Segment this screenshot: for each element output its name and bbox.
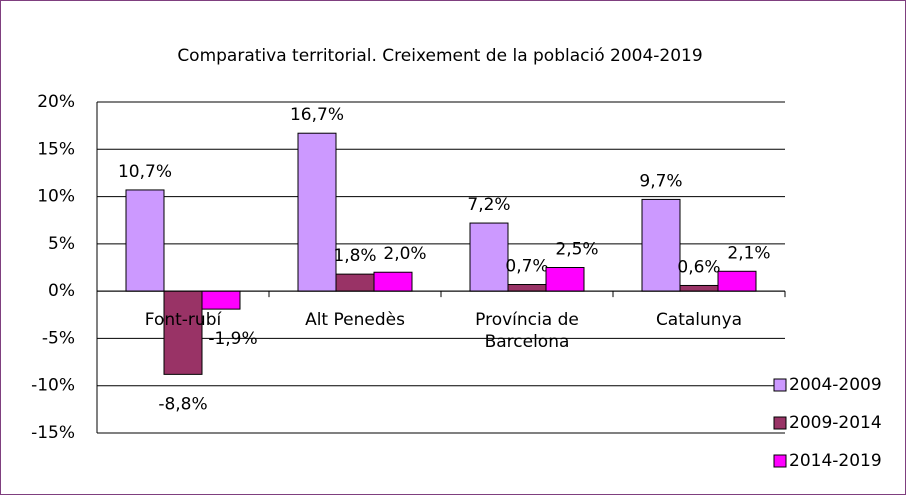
- bar: [163, 290, 203, 375]
- y-tick-label: -15%: [31, 423, 75, 443]
- value-label: 2,0%: [383, 244, 426, 264]
- y-tick-label: -5%: [42, 328, 75, 348]
- legend-label: 2009-2014: [789, 413, 882, 433]
- x-tick-label: Alt Penedès: [305, 310, 405, 331]
- value-label: 16,7%: [290, 105, 344, 125]
- bar: [373, 271, 413, 292]
- value-label: 0,6%: [677, 257, 720, 277]
- y-tick-label: -10%: [31, 376, 75, 396]
- legend-swatch: [773, 416, 787, 430]
- y-tick-label: 10%: [37, 187, 75, 207]
- bar: [717, 270, 757, 292]
- x-tick-label: Font-rubí: [144, 310, 222, 331]
- value-label: 2,1%: [727, 243, 770, 263]
- y-tick-label: 0%: [48, 281, 75, 301]
- legend-label: 2004-2009: [789, 375, 882, 395]
- legend-swatch: [773, 454, 787, 468]
- value-label: 7,2%: [467, 195, 510, 215]
- bar: [545, 267, 585, 292]
- value-label: -1,9%: [208, 329, 257, 349]
- y-tick-label: 20%: [37, 92, 75, 112]
- bar: [125, 189, 165, 292]
- bar: [469, 222, 509, 292]
- bar: [335, 273, 375, 292]
- legend-swatch: [773, 378, 787, 392]
- value-label: -8,8%: [158, 394, 207, 414]
- bar: [507, 284, 547, 292]
- value-label: 1,8%: [333, 246, 376, 266]
- x-tick-label: Catalunya: [655, 310, 743, 331]
- y-tick-label: 15%: [37, 139, 75, 159]
- legend-label: 2014-2019: [789, 451, 882, 471]
- y-tick-label: 5%: [48, 234, 75, 254]
- bar: [679, 284, 719, 292]
- value-label: 9,7%: [639, 171, 682, 191]
- bar: [297, 132, 337, 292]
- value-label: 2,5%: [555, 240, 598, 260]
- bar: [641, 198, 681, 292]
- x-tick-label: Província de Barcelona: [475, 310, 579, 353]
- value-label: 10,7%: [118, 162, 172, 182]
- bar: [201, 290, 241, 310]
- value-label: 0,7%: [505, 257, 548, 277]
- chart-title: Comparativa territorial. Creixement de l…: [177, 46, 702, 66]
